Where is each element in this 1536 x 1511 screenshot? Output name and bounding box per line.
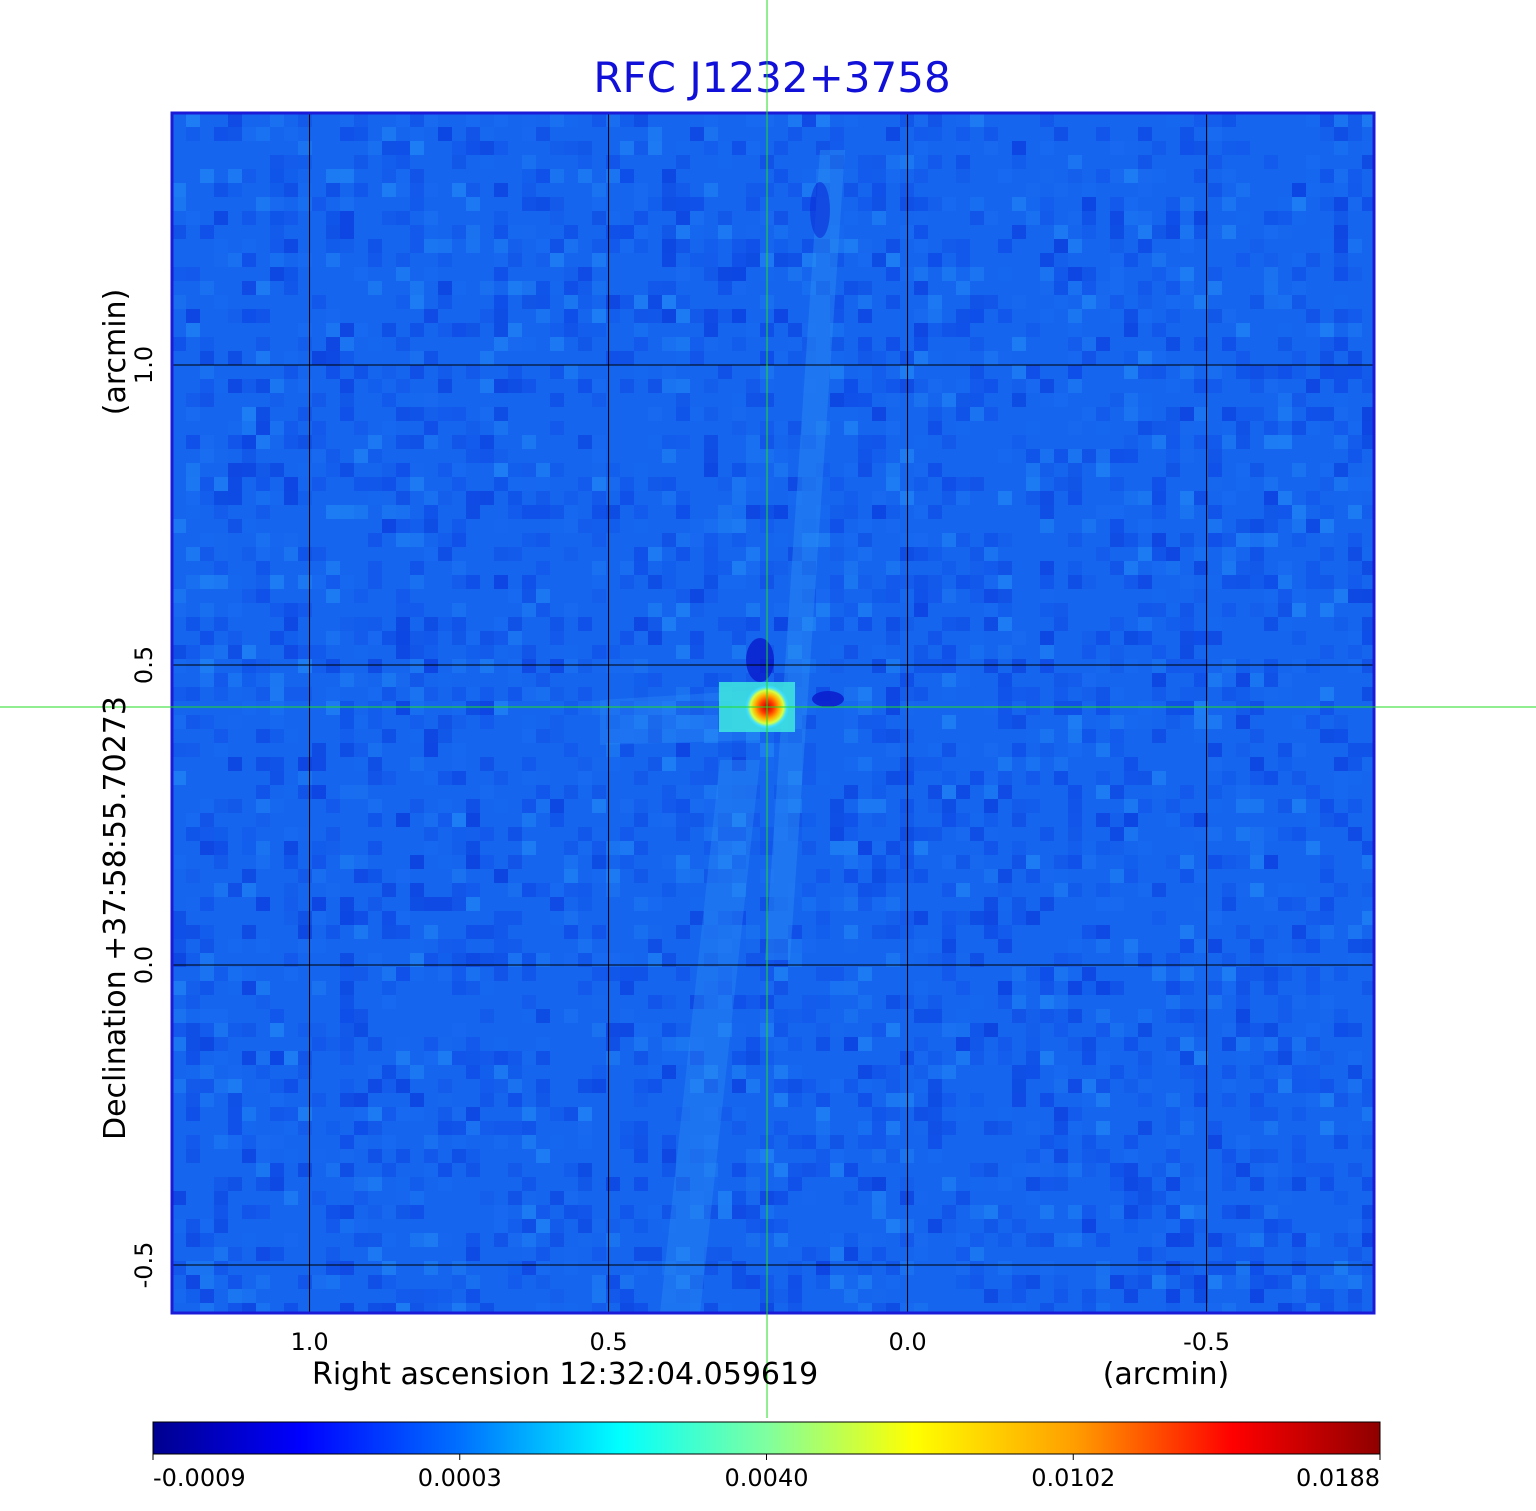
x-tick-label: -0.5 (1183, 1328, 1230, 1356)
x-tick-labels: 1.0 0.5 0.0 -0.5 (290, 1328, 1230, 1356)
colorbar-tick-label: 0.0040 (725, 1464, 809, 1492)
y-axis-label: Declination +37:58:55.70273 (98, 696, 133, 1140)
colorbar-tick-label: -0.0009 (153, 1464, 246, 1492)
y-tick-label: 1.0 (130, 346, 158, 384)
colorbar-tick-label: 0.0102 (1031, 1464, 1115, 1492)
x-tick-label: 0.0 (888, 1328, 926, 1356)
sidelobe-features (600, 150, 845, 1313)
x-tick-label: 0.5 (589, 1328, 627, 1356)
x-tick-label: 1.0 (290, 1328, 328, 1356)
y-tick-label: 0.5 (130, 646, 158, 684)
crosshair (0, 0, 1536, 1418)
image-area (170, 111, 1376, 1315)
chart-title: RFC J1232+3758 (593, 53, 950, 102)
y-tick-label: 0.0 (130, 946, 158, 984)
colorbar-tick-label: 0.0188 (1296, 1464, 1380, 1492)
colorbar-tick-labels: -0.0009 0.0003 0.0040 0.0102 0.0188 (152, 1454, 1381, 1492)
colorbar-tick-label: 0.0003 (418, 1464, 502, 1492)
x-axis-unit: (arcmin) (1103, 1357, 1230, 1392)
colorbar-gradient (152, 1421, 1381, 1455)
x-axis-label: Right ascension 12:32:04.059619 (312, 1357, 818, 1392)
image-frame (170, 111, 1376, 1315)
colorbar: -0.0009 0.0003 0.0040 0.0102 0.0188 (152, 1421, 1381, 1492)
y-tick-labels: 1.0 0.5 0.0 -0.5 (130, 346, 158, 1289)
y-tick-label: -0.5 (130, 1242, 158, 1289)
y-axis-unit: (arcmin) (98, 289, 133, 416)
noise-texture (172, 113, 1374, 1313)
coordinate-grid (172, 113, 1374, 1313)
